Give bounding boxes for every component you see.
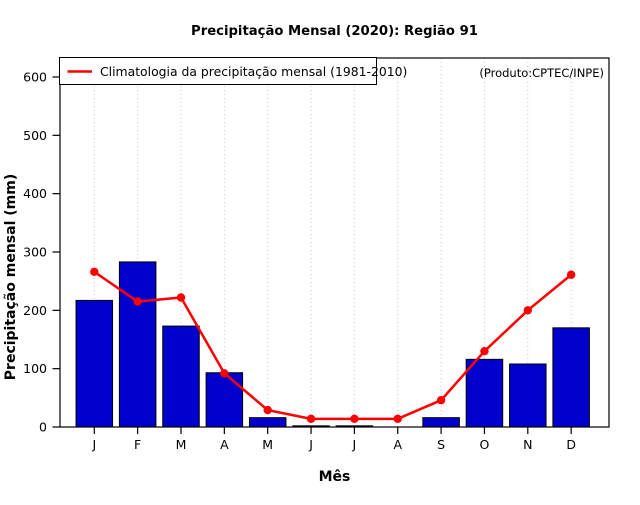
climatology-point bbox=[480, 346, 489, 356]
bar-F2 bbox=[118, 261, 157, 428]
climatology-point bbox=[263, 405, 272, 415]
y-tick-label: 100 bbox=[23, 361, 47, 376]
climatology-point bbox=[523, 306, 532, 315]
x-tick-label: J bbox=[352, 437, 357, 452]
bar-S9 bbox=[422, 417, 460, 428]
bar-D12 bbox=[552, 327, 590, 428]
x-tick-label: O bbox=[480, 437, 490, 452]
legend-label: Climatologia da precipitação mensal (198… bbox=[100, 64, 407, 79]
climatology-point bbox=[393, 414, 402, 424]
y-tick-label: 400 bbox=[23, 186, 47, 201]
bar-O10 bbox=[465, 358, 504, 428]
x-tick-label: J bbox=[91, 437, 96, 452]
y-tick-label: 0 bbox=[39, 420, 47, 435]
legend-box bbox=[59, 57, 377, 85]
bar-M5 bbox=[248, 417, 287, 428]
climatology-point bbox=[436, 395, 446, 405]
x-tick-label: J bbox=[308, 437, 313, 452]
climatology-point bbox=[176, 293, 186, 302]
x-tick-label: M bbox=[262, 437, 273, 452]
x-tick-label: S bbox=[437, 437, 445, 452]
y-tick-label: 200 bbox=[23, 303, 47, 318]
bar-J1 bbox=[75, 299, 114, 428]
gridlines bbox=[93, 58, 572, 427]
x-tick-label: D bbox=[566, 437, 576, 452]
y-axis-title: Precipitação mensal (mm) bbox=[3, 174, 19, 380]
bar-A4 bbox=[205, 372, 244, 428]
annotation: (Produto:CPTEC/INPE) bbox=[479, 66, 604, 80]
climatology-point bbox=[220, 369, 229, 378]
climatology-line bbox=[90, 267, 576, 424]
climatology-point bbox=[350, 414, 359, 424]
y-tick-label: 500 bbox=[23, 128, 47, 143]
chart-title: Precipitação Mensal (2020): Região 91 bbox=[191, 24, 478, 39]
axes: 0 100 200 300 400 500 600 J F M A M J J A S O N D bbox=[23, 57, 610, 452]
bar-N11 bbox=[509, 363, 547, 428]
bar-M3 bbox=[162, 325, 200, 428]
x-tick-label: M bbox=[176, 437, 187, 452]
climatology-point bbox=[133, 297, 142, 306]
climatology-path bbox=[93, 270, 572, 421]
x-tick-label: F bbox=[134, 437, 141, 452]
legend: Climatologia da precipitação mensal (198… bbox=[59, 57, 407, 85]
bars bbox=[75, 261, 590, 428]
x-tick-label: A bbox=[393, 437, 402, 452]
x-axis-title: Mês bbox=[319, 469, 351, 485]
y-tick-label: 300 bbox=[23, 245, 47, 260]
y-tick-label: 600 bbox=[23, 70, 47, 85]
climatology-point bbox=[306, 414, 316, 424]
x-tick-label: N bbox=[523, 437, 532, 452]
climatology-point bbox=[566, 270, 576, 279]
x-tick-label: A bbox=[220, 437, 229, 452]
climatology-point bbox=[90, 267, 99, 277]
